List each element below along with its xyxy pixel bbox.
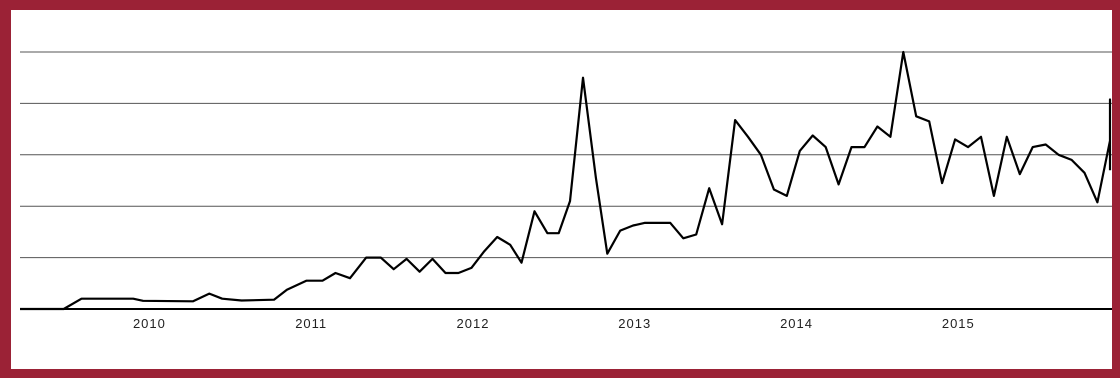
x-tick-label-2011: 2011 [295,316,327,331]
x-tick-label-2010: 2010 [133,316,166,331]
x-tick-labels: 2010 2011 2012 2013 2014 2015 [133,316,975,331]
x-tick-label-2014: 2014 [780,316,813,331]
x-tick-label-2012: 2012 [457,316,490,331]
x-tick-label-2013: 2013 [618,316,651,331]
grid-lines [20,51,1112,259]
series-line [20,50,1112,311]
x-tick-label-2015: 2015 [942,316,975,331]
